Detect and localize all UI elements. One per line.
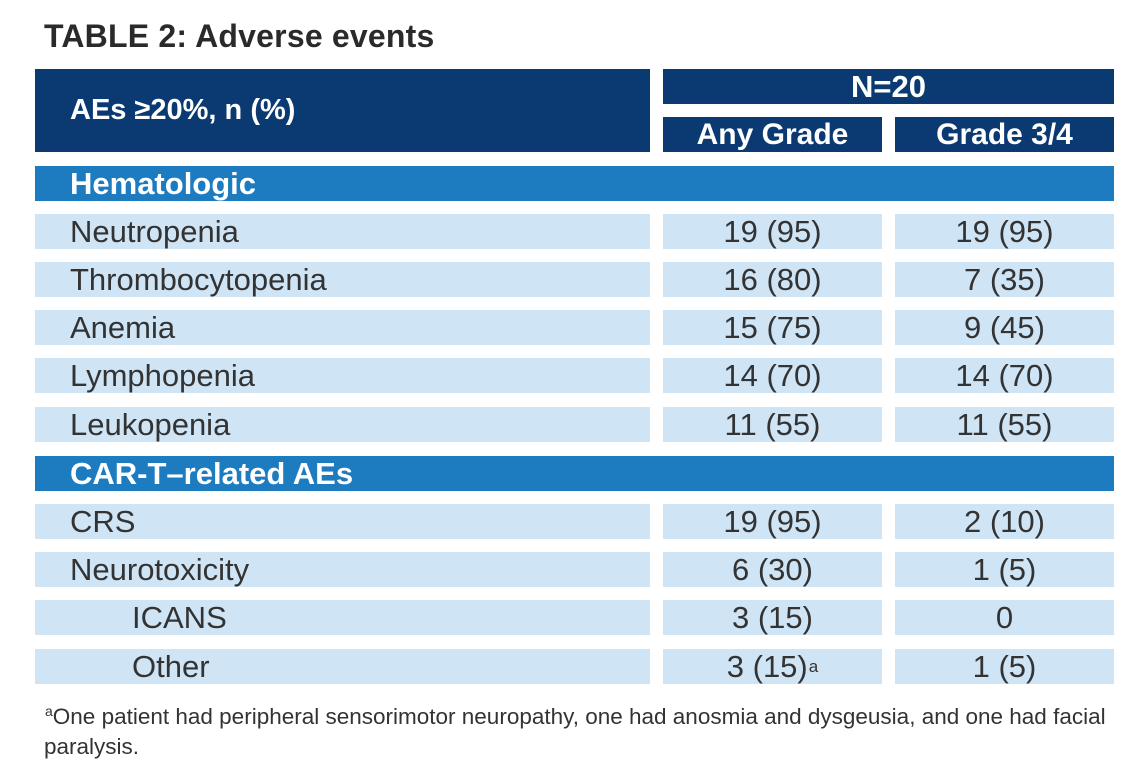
header-grade-3-4: Grade 3/4 <box>895 117 1114 152</box>
table-cell-any: 19 (95) <box>663 504 882 539</box>
cell-any-text: 14 (70) <box>723 357 822 393</box>
row-label-text: Other <box>132 648 210 684</box>
header-any-grade-text: Any Grade <box>696 117 849 151</box>
table-title: TABLE 2: Adverse events <box>44 18 435 54</box>
row-label-text: Thrombocytopenia <box>70 261 327 297</box>
header-grade-3-4-text: Grade 3/4 <box>936 117 1073 151</box>
cell-any-text: 11 (55) <box>724 406 821 442</box>
table-cell-any: 11 (55) <box>663 407 882 442</box>
table-cell-any: 14 (70) <box>663 358 882 393</box>
footnote-marker: a <box>45 702 53 719</box>
cell-any-text: 15 (75) <box>723 309 822 345</box>
header-label-text: AEs ≥20%, n (%) <box>70 94 296 126</box>
cell-g34-text: 1 (5) <box>972 648 1037 684</box>
cell-g34-text: 11 (55) <box>956 406 1053 442</box>
cell-g34-text: 0 <box>995 599 1014 635</box>
table-footnote: aOne patient had peripheral sensorimotor… <box>44 702 1124 762</box>
table-cell-g34: 11 (55) <box>895 407 1114 442</box>
header-group-n: N=20 <box>663 69 1114 104</box>
table-cell-any: 16 (80) <box>663 262 882 297</box>
cell-any-text: 19 (95) <box>723 503 822 539</box>
row-label-text: Lymphopenia <box>70 357 255 393</box>
row-label-text: Neurotoxicity <box>70 551 250 587</box>
table-row-label: Other <box>35 649 650 684</box>
table-cell-g34: 14 (70) <box>895 358 1114 393</box>
table-cell-g34: 7 (35) <box>895 262 1114 297</box>
table-row-label: Thrombocytopenia <box>35 262 650 297</box>
table-cell-g34: 1 (5) <box>895 649 1114 684</box>
cell-g34-text: 19 (95) <box>955 213 1054 249</box>
table-row-label: Leukopenia <box>35 407 650 442</box>
row-label-text: ICANS <box>132 599 227 635</box>
table-cell-g34: 1 (5) <box>895 552 1114 587</box>
table-cell-g34: 19 (95) <box>895 214 1114 249</box>
header-group-text: N=20 <box>851 68 926 104</box>
section-row-car-t: CAR-T–related AEs <box>35 456 1114 491</box>
cell-any-text: 16 (80) <box>723 261 822 297</box>
table-cell-any: 6 (30) <box>663 552 882 587</box>
table-row-label: Lymphopenia <box>35 358 650 393</box>
cell-g34-text: 9 (45) <box>964 309 1045 345</box>
table-row-label: Anemia <box>35 310 650 345</box>
table-cell-g34: 2 (10) <box>895 504 1114 539</box>
row-label-text: Anemia <box>70 309 176 345</box>
cell-g34-text: 14 (70) <box>955 357 1054 393</box>
table-row-label: Neutropenia <box>35 214 650 249</box>
table-cell-g34: 9 (45) <box>895 310 1114 345</box>
header-any-grade: Any Grade <box>663 117 882 152</box>
cell-any-text: 3 (15) <box>726 648 808 684</box>
table-row-label: CRS <box>35 504 650 539</box>
cell-g34-text: 7 (35) <box>964 261 1045 297</box>
row-label-text: Neutropenia <box>70 213 239 249</box>
row-label-text: CRS <box>70 503 136 539</box>
cell-any-text: 19 (95) <box>723 213 822 249</box>
cell-any-text: 3 (15) <box>732 599 813 635</box>
section-label: Hematologic <box>70 165 257 201</box>
table-row-label: ICANS <box>35 600 650 635</box>
footnote-text: One patient had peripheral sensorimotor … <box>44 704 1106 759</box>
cell-g34-text: 1 (5) <box>972 551 1037 587</box>
section-row-hematologic: Hematologic <box>35 166 1114 201</box>
table-cell-g34: 0 <box>895 600 1114 635</box>
cell-g34-text: 2 (10) <box>964 503 1045 539</box>
table-cell-any: 3 (15) <box>663 600 882 635</box>
row-label-text: Leukopenia <box>70 406 231 442</box>
table-cell-any: 3 (15) a <box>663 649 882 684</box>
table-row-label: Neurotoxicity <box>35 552 650 587</box>
table-cell-any: 15 (75) <box>663 310 882 345</box>
cell-any-text: 6 (30) <box>732 551 813 587</box>
header-label-col: AEs ≥20%, n (%) <box>35 69 650 152</box>
table-cell-any: 19 (95) <box>663 214 882 249</box>
section-label: CAR-T–related AEs <box>70 455 354 491</box>
